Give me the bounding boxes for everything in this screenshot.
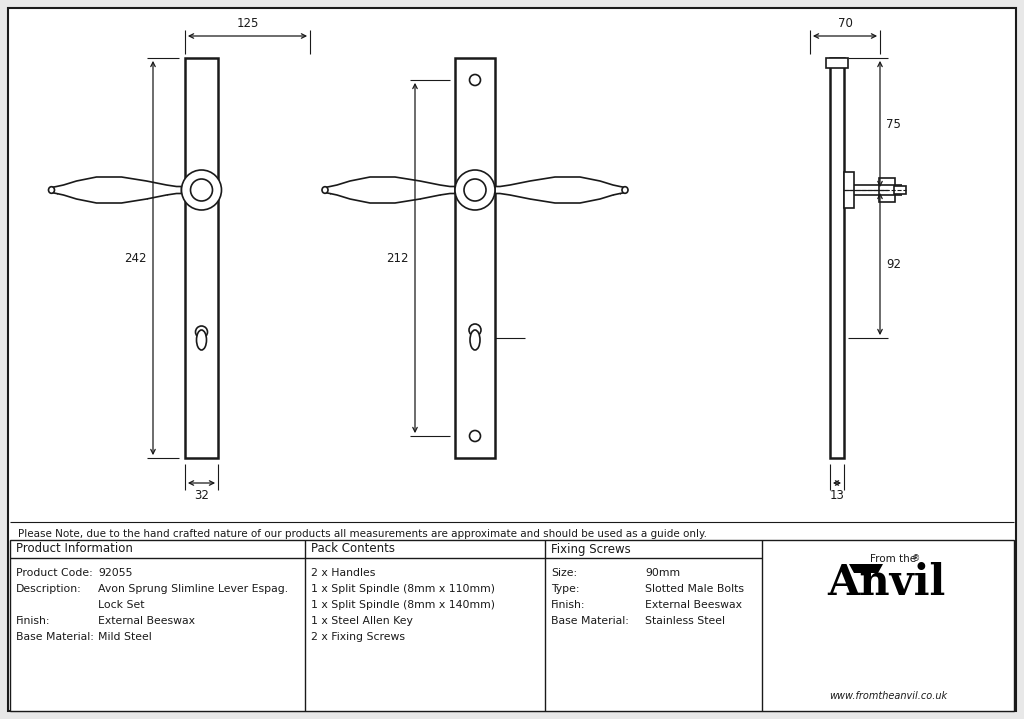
Circle shape	[455, 170, 495, 210]
Bar	[879, 178, 895, 202]
Text: Base Material:: Base Material:	[16, 632, 94, 642]
Bar	[844, 172, 854, 208]
Text: Pack Contents: Pack Contents	[311, 543, 395, 556]
Text: 2 x Handles: 2 x Handles	[311, 568, 376, 578]
Text: Size:: Size:	[551, 568, 578, 578]
Text: Fixing Screws: Fixing Screws	[551, 543, 631, 556]
Text: Stainless Steel: Stainless Steel	[645, 616, 725, 626]
Text: Anvil: Anvil	[826, 562, 945, 604]
Text: Please Note, due to the hand crafted nature of our products all measurements are: Please Note, due to the hand crafted nat…	[18, 529, 707, 539]
Circle shape	[190, 179, 213, 201]
Ellipse shape	[48, 187, 54, 193]
Text: Finish:: Finish:	[551, 600, 586, 610]
Ellipse shape	[470, 330, 480, 350]
Text: Description:: Description:	[16, 584, 82, 594]
Text: 1 x Split Spindle (8mm x 110mm): 1 x Split Spindle (8mm x 110mm)	[311, 584, 495, 594]
Text: 90mm: 90mm	[645, 568, 680, 578]
Polygon shape	[51, 177, 181, 203]
Text: Finish:: Finish:	[16, 616, 50, 626]
Bar	[10, 540, 1014, 711]
Circle shape	[469, 431, 480, 441]
Text: 212: 212	[386, 252, 409, 265]
Ellipse shape	[622, 187, 628, 193]
Text: External Beeswax: External Beeswax	[98, 616, 195, 626]
Bar	[830, 58, 844, 458]
Circle shape	[196, 326, 208, 338]
Text: www.fromtheanvil.co.uk: www.fromtheanvil.co.uk	[829, 691, 947, 701]
Text: Lock Set: Lock Set	[98, 600, 144, 610]
Text: 125: 125	[237, 17, 259, 30]
Text: Slotted Male Bolts: Slotted Male Bolts	[645, 584, 744, 594]
Text: External Beeswax: External Beeswax	[645, 600, 742, 610]
Text: 242: 242	[125, 252, 147, 265]
Bar	[826, 58, 848, 68]
Text: Avon Sprung Slimline Lever Espag.: Avon Sprung Slimline Lever Espag.	[98, 584, 288, 594]
Text: ®: ®	[912, 554, 921, 563]
Text: 92: 92	[886, 257, 901, 270]
Text: Base Material:: Base Material:	[551, 616, 629, 626]
Text: 75: 75	[886, 117, 901, 131]
Text: From the: From the	[870, 554, 916, 564]
Circle shape	[469, 75, 480, 86]
Text: Product Information: Product Information	[16, 543, 133, 556]
Text: 70: 70	[838, 17, 852, 30]
Ellipse shape	[322, 187, 328, 193]
Text: Mild Steel: Mild Steel	[98, 632, 152, 642]
Text: 32: 32	[195, 489, 209, 502]
Polygon shape	[495, 177, 625, 203]
Bar	[185, 58, 218, 458]
Ellipse shape	[197, 330, 207, 350]
Bar	[455, 58, 495, 458]
Text: 2 x Fixing Screws: 2 x Fixing Screws	[311, 632, 406, 642]
Circle shape	[469, 324, 481, 336]
Polygon shape	[325, 177, 455, 203]
Bar	[894, 186, 906, 194]
Circle shape	[464, 179, 486, 201]
Text: 92055: 92055	[98, 568, 132, 578]
Text: Type:: Type:	[551, 584, 580, 594]
Text: 1 x Split Spindle (8mm x 140mm): 1 x Split Spindle (8mm x 140mm)	[311, 600, 495, 610]
Text: Product Code:: Product Code:	[16, 568, 93, 578]
Text: 13: 13	[829, 489, 845, 502]
Circle shape	[181, 170, 221, 210]
Text: 1 x Steel Allen Key: 1 x Steel Allen Key	[311, 616, 413, 626]
Polygon shape	[849, 564, 883, 573]
